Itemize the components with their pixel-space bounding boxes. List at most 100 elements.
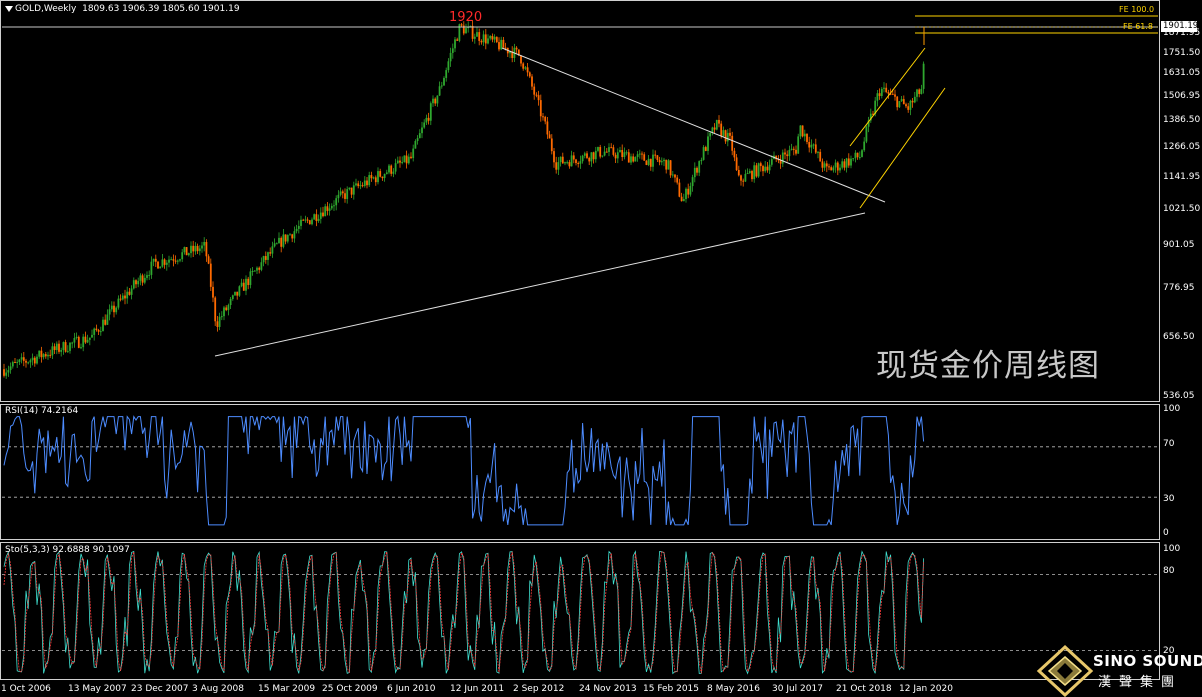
candle-body — [621, 150, 624, 158]
candle-body — [405, 155, 408, 164]
candle-body — [273, 243, 276, 247]
candle-body — [291, 234, 294, 239]
candle-body — [29, 360, 32, 363]
candle-body — [86, 339, 89, 343]
candle-body — [742, 180, 745, 182]
candle-body — [759, 163, 762, 167]
candle-body — [473, 36, 476, 39]
candle-body — [517, 49, 520, 56]
fibo-100-label: FE 100.0 — [1119, 5, 1155, 14]
candle-body — [658, 159, 661, 163]
candle-body — [25, 360, 27, 363]
candle-body — [731, 135, 734, 151]
sto-tick-20: 20 — [1163, 646, 1175, 656]
candle-body — [212, 286, 214, 298]
candle-body — [121, 295, 124, 300]
candle-body — [535, 94, 538, 96]
candle-body — [669, 160, 672, 176]
candle-body — [401, 162, 404, 164]
candle-body — [619, 150, 621, 153]
candle-body — [786, 154, 789, 157]
candle-body — [289, 234, 291, 236]
rsi-pane[interactable] — [0, 404, 1160, 540]
candle-body — [293, 231, 296, 239]
candle-body — [185, 247, 188, 256]
candle-body — [194, 245, 197, 252]
candle-body — [548, 134, 551, 139]
candle-body — [218, 316, 221, 327]
candle-body — [333, 205, 335, 207]
candle-body — [715, 119, 718, 130]
candle-body — [539, 100, 542, 117]
price-tick-label: 656.50 — [1163, 332, 1195, 343]
candle-body — [416, 138, 419, 142]
candle-body — [344, 193, 346, 199]
price-tick-label: 1751.50 — [1163, 47, 1201, 58]
candle-body — [55, 343, 58, 350]
time-tick-label: 2 Sep 2012 — [513, 684, 565, 694]
candle-body — [368, 175, 371, 186]
candle-body — [652, 154, 654, 167]
candle-body — [49, 354, 52, 356]
candle-body — [152, 258, 155, 262]
candle-body — [249, 271, 252, 285]
candle-body — [381, 176, 384, 179]
candle-body — [150, 261, 153, 275]
candle-body — [839, 167, 841, 171]
time-tick-label: 15 Mar 2009 — [258, 684, 316, 694]
candle-body — [790, 148, 793, 150]
candle-body — [482, 34, 485, 43]
candle-body — [687, 188, 690, 195]
candle-body — [66, 350, 69, 352]
candle-body — [775, 155, 778, 160]
candle-body — [555, 162, 558, 170]
candle-body — [515, 47, 518, 50]
candle-body — [286, 235, 289, 242]
candle-body — [865, 126, 868, 142]
symbol-header: GOLD,Weekly 1809.63 1906.39 1805.60 1901… — [5, 4, 240, 14]
candle-body — [799, 125, 802, 137]
candle-body — [462, 25, 465, 34]
candle-body — [678, 182, 681, 197]
candle-body — [854, 152, 857, 159]
candle-body — [31, 357, 34, 361]
candle-body — [843, 161, 846, 168]
time-tick-label: 8 May 2016 — [707, 684, 760, 694]
price-chart-pane[interactable] — [0, 0, 1160, 402]
candle-body — [654, 154, 657, 156]
candle-body — [262, 256, 265, 263]
candle-body — [630, 156, 632, 163]
candle-body — [885, 87, 888, 93]
candle-body — [636, 154, 639, 158]
candle-body — [667, 160, 670, 170]
candle-body — [445, 70, 448, 78]
candle-body — [337, 194, 340, 199]
candle-body — [522, 63, 525, 69]
candle-body — [16, 362, 19, 364]
candle-body — [612, 147, 615, 155]
candle-body — [722, 130, 725, 136]
candle-body — [478, 32, 481, 41]
candle-body — [220, 316, 223, 318]
candle-body — [693, 167, 696, 178]
candle-body — [278, 237, 280, 244]
candle-body — [698, 161, 701, 173]
candle-body — [810, 144, 813, 148]
candle-body — [91, 334, 93, 338]
candle-body — [280, 237, 283, 247]
time-tick-label: 3 Aug 2008 — [192, 684, 244, 694]
candle-body — [526, 67, 529, 73]
candle-body — [77, 336, 80, 348]
candle-body — [608, 147, 610, 152]
candle-body — [896, 96, 899, 108]
candle-body — [58, 343, 60, 352]
candle-body — [733, 150, 736, 158]
candle-body — [198, 248, 201, 252]
rsi-header: RSI(14) 74.2164 — [5, 406, 79, 416]
candle-body — [876, 93, 879, 101]
candle-body — [128, 291, 131, 295]
candle-body — [363, 180, 366, 186]
candle-body — [808, 141, 811, 148]
candle-body — [115, 307, 118, 313]
candle-body — [557, 162, 560, 170]
